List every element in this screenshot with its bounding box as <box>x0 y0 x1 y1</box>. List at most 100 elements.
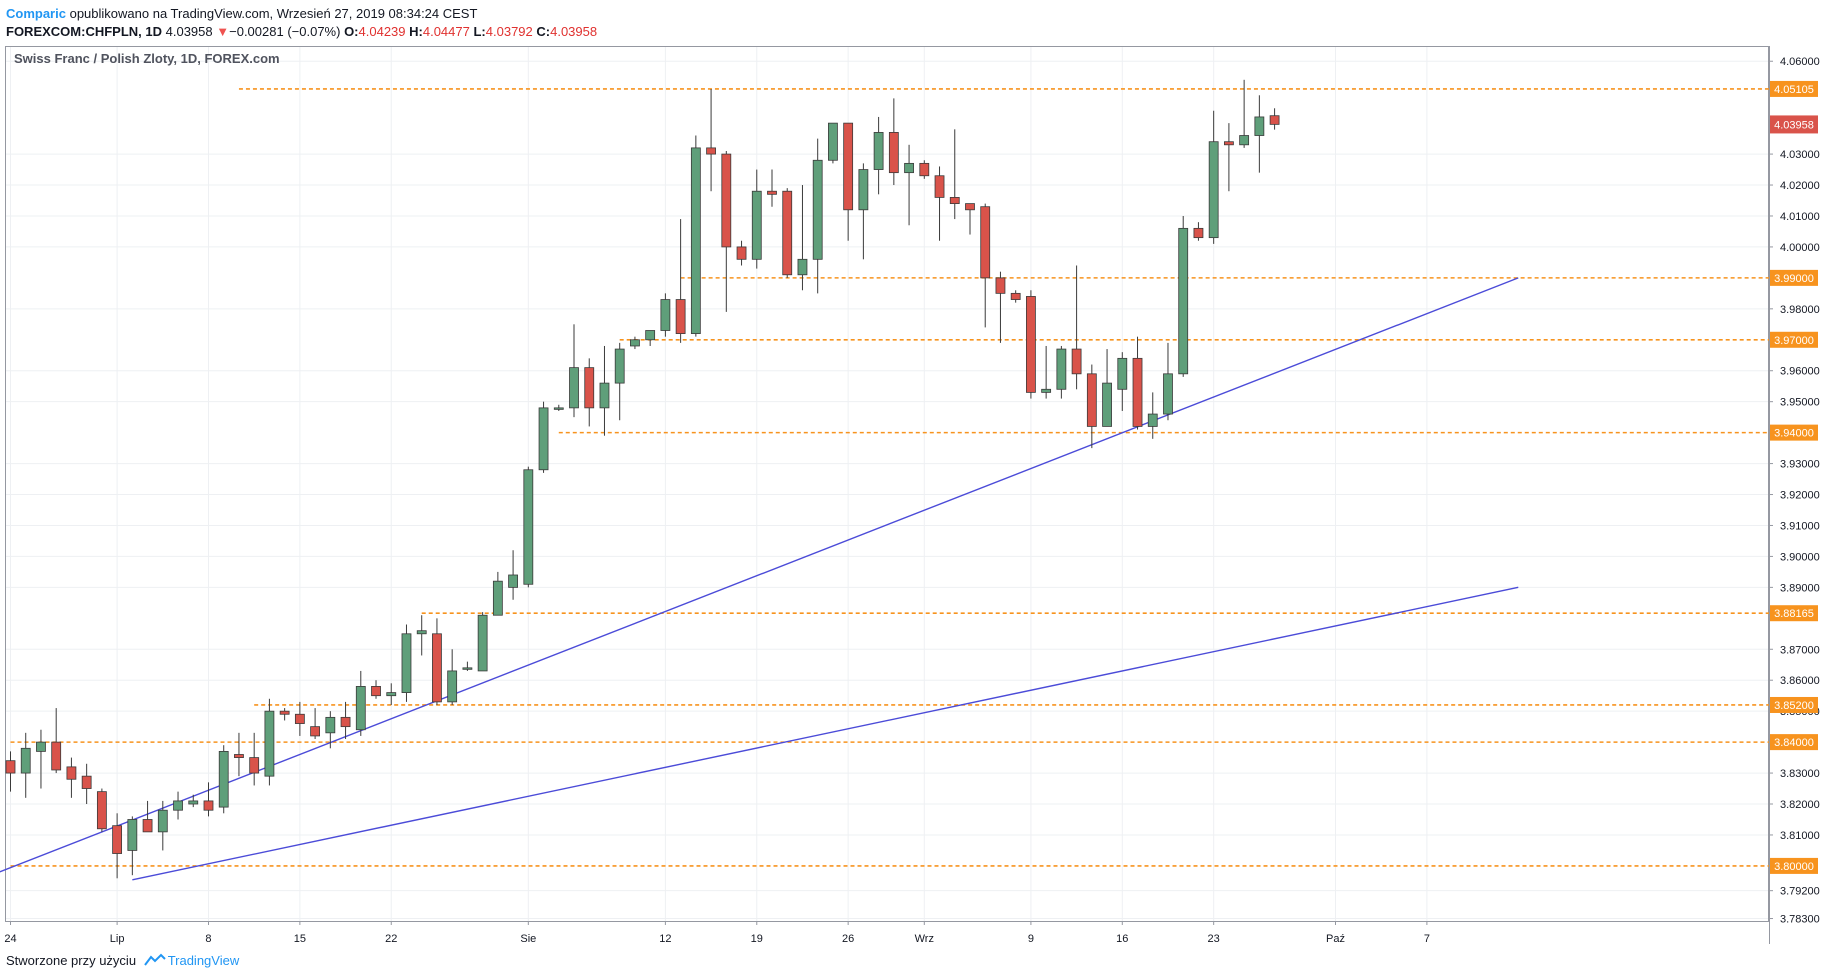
candle-body <box>1178 227 1189 375</box>
y-tick-label: 3.78300 <box>1780 914 1820 926</box>
candle <box>660 293 671 337</box>
candle <box>249 732 260 786</box>
open-label: O: <box>344 24 359 39</box>
candle-body <box>51 741 62 771</box>
candle-body <box>66 766 77 780</box>
candle-body <box>1208 141 1219 239</box>
candle <box>873 116 884 195</box>
candle <box>1010 290 1021 303</box>
y-tick-label: 4.06000 <box>1780 56 1820 68</box>
level-price-tag <box>1770 80 1818 97</box>
candle <box>569 324 579 418</box>
candle <box>264 698 275 786</box>
candle-body <box>310 726 321 737</box>
open-value: 4.04239 <box>358 24 406 39</box>
candle <box>523 466 534 588</box>
candle <box>1026 290 1036 399</box>
level-price-label: 3.97000 <box>1774 335 1814 347</box>
candle <box>355 670 366 736</box>
price-chart[interactable]: Swiss Franc / Polish Zloty, 1D, FOREX.co… <box>0 42 1828 946</box>
x-tick-label: 7 <box>1424 933 1430 945</box>
level-price-tag <box>1770 857 1818 874</box>
y-tick-label: 3.87000 <box>1780 644 1820 656</box>
candle-body <box>1041 388 1052 393</box>
author-link[interactable]: Comparic <box>6 6 66 21</box>
candle-body <box>1071 348 1082 375</box>
chart-title: Swiss Franc / Polish Zloty, 1D, FOREX.co… <box>14 51 280 66</box>
x-tick-label: 8 <box>205 933 211 945</box>
x-tick-label: 19 <box>751 933 763 945</box>
level-price-tag <box>1770 424 1818 441</box>
candle <box>858 163 869 260</box>
candle-body <box>157 809 168 833</box>
candle <box>112 813 123 879</box>
candle-body <box>1010 292 1021 300</box>
low-value: 4.03792 <box>485 24 533 39</box>
candle <box>1102 349 1112 427</box>
candle-body <box>569 367 579 409</box>
trend-line[interactable] <box>132 586 1519 881</box>
candle-body <box>706 147 716 155</box>
level-price-label: 4.05105 <box>1774 84 1814 96</box>
y-tick-label: 3.92000 <box>1780 490 1820 502</box>
last-price-tag <box>1770 115 1818 134</box>
level-price-label: 3.94000 <box>1774 428 1814 440</box>
candle-body <box>401 633 412 693</box>
candle <box>690 135 701 337</box>
candle <box>706 89 716 192</box>
candle-body <box>614 348 625 384</box>
candle-body <box>234 754 244 758</box>
candle <box>51 708 62 774</box>
candle-body <box>340 716 351 728</box>
candle-body <box>1117 357 1128 390</box>
candle <box>5 751 16 792</box>
candle-body <box>203 800 214 811</box>
candle <box>630 336 640 350</box>
x-tick-label: 23 <box>1208 933 1220 945</box>
candle <box>995 271 1006 343</box>
candle <box>310 708 321 740</box>
change-down-icon: ▼ <box>216 24 230 39</box>
trend-line[interactable] <box>0 277 1519 912</box>
candle-body <box>888 132 899 174</box>
candle-body <box>858 169 869 211</box>
candle-body <box>934 175 945 198</box>
candle-body <box>736 246 747 260</box>
candle <box>767 169 777 207</box>
candle-body <box>325 716 336 734</box>
candle-body <box>1224 141 1234 146</box>
y-tick-label: 3.91000 <box>1780 520 1820 532</box>
candle-body <box>523 469 534 585</box>
tradingview-logo-icon <box>143 953 166 966</box>
candle <box>843 122 854 241</box>
candle-body <box>584 367 595 409</box>
y-tick-label: 3.98000 <box>1780 304 1820 316</box>
candle-body <box>751 190 762 260</box>
candle <box>20 732 31 798</box>
candle-body <box>675 299 686 334</box>
created-with-text: Stworzone przy użyciu <box>6 953 137 968</box>
candle-body <box>1056 348 1067 390</box>
candle <box>188 794 199 808</box>
candle-body <box>553 407 564 410</box>
candle <box>1117 352 1128 411</box>
candle-body <box>904 162 914 174</box>
candle <box>173 791 183 820</box>
publish-text: opublikowano na TradingView.com, Wrzesie… <box>69 6 478 21</box>
candle-body <box>599 382 610 409</box>
candle <box>1178 215 1189 377</box>
candle <box>1147 392 1158 439</box>
candle <box>477 612 488 672</box>
candle <box>584 358 595 427</box>
candle <box>279 708 290 721</box>
candle <box>234 732 244 777</box>
publish-info: Comparic opublikowano na TradingView.com… <box>6 6 477 21</box>
candle <box>1193 222 1204 241</box>
y-tick-label: 3.95000 <box>1780 397 1820 409</box>
candle-body <box>5 760 16 774</box>
candle-body <box>492 580 503 616</box>
candle <box>675 219 686 343</box>
tradingview-link[interactable]: TradingView <box>167 953 240 968</box>
candle-body <box>142 819 153 833</box>
candle <box>1208 110 1219 244</box>
